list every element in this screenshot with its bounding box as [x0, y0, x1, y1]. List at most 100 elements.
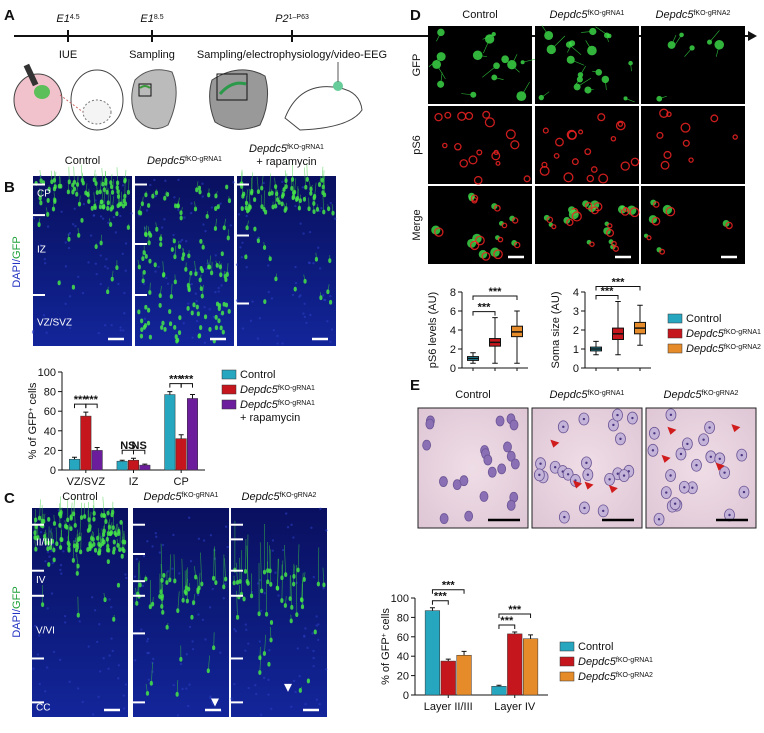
nucleus	[171, 567, 174, 570]
gfp-fiber	[292, 195, 295, 198]
arrowhead	[608, 485, 618, 494]
gfp-fiber	[294, 287, 296, 290]
nucleus	[94, 199, 97, 202]
gfp-fiber	[44, 529, 47, 543]
gfp-fiber	[48, 518, 50, 520]
nucleus	[212, 315, 215, 319]
nucleus	[32, 667, 35, 670]
nucleus	[312, 656, 315, 660]
nucleus	[39, 531, 43, 534]
sig-bracket	[180, 383, 193, 388]
gfp-fiber	[180, 207, 183, 213]
nucleus	[209, 696, 212, 700]
nucleus	[45, 666, 49, 669]
ps6-cell	[622, 207, 628, 213]
nucleus	[38, 634, 41, 637]
nucleus	[191, 647, 195, 651]
nucleus	[203, 305, 206, 309]
gfp-cell	[148, 232, 153, 238]
gfp-fiber	[290, 180, 293, 189]
layer-label: V/VI	[36, 625, 55, 636]
nucleus	[464, 510, 474, 522]
gfp-cell	[67, 179, 71, 185]
gfp-fiber	[137, 582, 139, 595]
whisker-high	[593, 340, 599, 348]
ps6-cell	[546, 216, 554, 224]
gfp-fiber	[245, 254, 247, 257]
ps6-cell	[454, 142, 462, 151]
nucleolus	[616, 472, 619, 475]
gfp-cell	[214, 193, 218, 199]
nucleus	[67, 246, 71, 250]
column-header: Control	[455, 389, 490, 401]
nucleolus	[538, 473, 541, 477]
ps6-cell	[497, 236, 504, 243]
nucleus	[201, 618, 205, 622]
nucleolus	[616, 413, 619, 417]
gfp-fiber	[124, 169, 127, 181]
gfp-cell	[543, 214, 550, 221]
gfp-fiber	[315, 252, 317, 260]
nucleus	[319, 507, 322, 511]
gfp-fiber	[94, 549, 96, 551]
sig-bracket	[431, 600, 449, 605]
gfp-fiber	[47, 562, 50, 565]
layer-label: VZ/SVZ	[37, 318, 72, 329]
gfp-cell	[148, 604, 152, 610]
nucleus	[43, 690, 47, 693]
nucleus	[130, 212, 133, 215]
gfp-fiber	[34, 540, 37, 550]
gfp-fiber	[76, 563, 78, 574]
nucleolus	[740, 453, 743, 457]
ps6-cell	[542, 127, 549, 134]
gfp-fiber	[194, 260, 197, 274]
gfp-fiber	[223, 271, 226, 277]
nucleolus	[673, 502, 677, 505]
nucleus	[201, 182, 204, 185]
gfp-cell	[177, 330, 182, 335]
gfp-fiber	[247, 205, 249, 211]
gfp-fiber	[253, 226, 256, 230]
gfp-cell	[102, 204, 106, 210]
nucleus	[173, 196, 176, 199]
gfp-fiber	[188, 275, 191, 289]
nucleus	[172, 233, 175, 237]
gfp-fiber	[581, 31, 593, 33]
nucleus	[209, 534, 213, 537]
nucleus	[222, 273, 225, 276]
nucleus	[82, 202, 86, 206]
sig-bracket	[595, 295, 619, 300]
gfp-fiber	[541, 25, 549, 36]
nucleus	[281, 180, 284, 184]
gfp-cell	[256, 238, 261, 244]
nucleus	[316, 638, 320, 642]
ps6-cell	[660, 160, 670, 170]
nucleolus	[553, 466, 557, 469]
nucleus	[326, 320, 329, 323]
nucleus	[290, 705, 293, 708]
nucleus	[226, 545, 229, 549]
gfp-fiber	[246, 220, 249, 228]
legend-swatch	[559, 641, 575, 652]
nucleus	[256, 337, 260, 340]
ps6-cell	[629, 207, 640, 218]
gfp-fiber	[178, 241, 180, 247]
nucleus	[233, 628, 236, 631]
gfp-fiber	[303, 572, 306, 580]
column-header: Depdc5fKO-gRNA1	[144, 491, 219, 503]
cartoon-iue	[13, 63, 124, 131]
ps6-cell	[620, 161, 630, 171]
nucleolus	[728, 513, 731, 517]
gfp-cell	[219, 272, 223, 278]
gfp-fiber	[275, 273, 277, 279]
gfp-cell	[268, 191, 272, 197]
nucleus	[259, 609, 263, 612]
legend-swatch	[221, 369, 237, 380]
gfp-cell	[147, 203, 151, 208]
gfp-cell	[144, 192, 148, 198]
gfp-cell	[67, 236, 71, 242]
gfp-cell	[50, 538, 55, 544]
gfp-fiber	[214, 546, 217, 583]
nucleus	[105, 257, 108, 261]
